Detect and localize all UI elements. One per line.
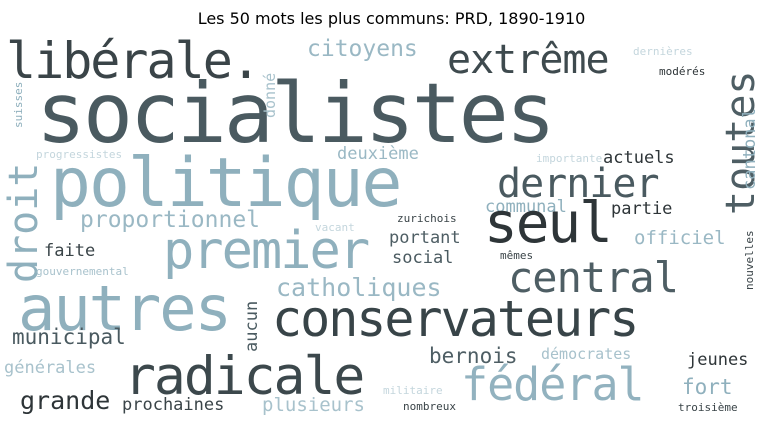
word-extreme: extrême xyxy=(447,37,610,83)
word-liberale: libérale. xyxy=(6,32,261,90)
word-actuels: actuels xyxy=(603,148,675,168)
word-radicale: radicale xyxy=(124,346,365,407)
word-socialistes: socialistes xyxy=(36,65,556,162)
word-bernois: bernois xyxy=(429,344,518,368)
word-nouvelles: nouvelles xyxy=(743,230,756,290)
word-cantonal: cantonal xyxy=(740,108,760,190)
chart-title: Les 50 mots les plus communs: PRD, 1890-… xyxy=(197,9,586,28)
word-aucun: aucun xyxy=(242,300,262,352)
word-dernier: dernier xyxy=(497,161,660,207)
word-autres: autres xyxy=(18,272,232,345)
word-seul: seul xyxy=(484,191,613,256)
word-suisses: suisses xyxy=(12,81,25,128)
word-importante: importante xyxy=(536,152,603,165)
word-partie: partie xyxy=(611,199,673,219)
word-troisieme: troisième xyxy=(678,401,738,414)
word-progressistes: progressistes xyxy=(36,148,123,161)
word-zurichois: zurichois xyxy=(397,212,457,225)
word-jeunes: jeunes xyxy=(687,350,749,370)
word-gouvernemental: gouvernemental xyxy=(36,265,129,278)
word-conservateurs: conservateurs xyxy=(272,290,639,348)
word-vacant: vacant xyxy=(315,221,355,234)
word-officiel: officiel xyxy=(634,227,726,249)
word-fort: fort xyxy=(682,375,733,399)
word-communal: communal xyxy=(485,197,567,217)
word-politique: politique xyxy=(50,144,402,223)
word-citoyens: citoyens xyxy=(307,36,418,62)
word-proportionnel: proportionnel xyxy=(80,207,261,233)
word-memes: mêmes xyxy=(500,249,534,262)
word-generales: générales xyxy=(4,358,97,378)
word-municipal: municipal xyxy=(12,325,126,349)
word-grande: grande xyxy=(20,386,111,415)
word-donne: donné xyxy=(261,72,279,118)
word-plusieurs: plusieurs xyxy=(262,394,365,416)
word-catholiques: catholiques xyxy=(276,273,442,302)
word-social: social xyxy=(392,248,454,268)
word-portant: portant xyxy=(389,228,461,248)
word-nombreux: nombreux xyxy=(403,400,456,413)
word-central: central xyxy=(508,253,679,302)
word-militaire: militaire xyxy=(383,384,443,397)
word-faite: faite xyxy=(44,241,96,261)
word-premier: premier xyxy=(163,221,370,281)
word-moderes: modérés xyxy=(659,65,706,78)
word-deuxieme: deuxième xyxy=(337,144,419,164)
word-democrates: démocrates xyxy=(541,345,632,363)
word-federal: fédéral xyxy=(461,358,645,411)
word-dernieres: dernières xyxy=(633,45,693,58)
word-prochaines: prochaines xyxy=(122,395,225,415)
